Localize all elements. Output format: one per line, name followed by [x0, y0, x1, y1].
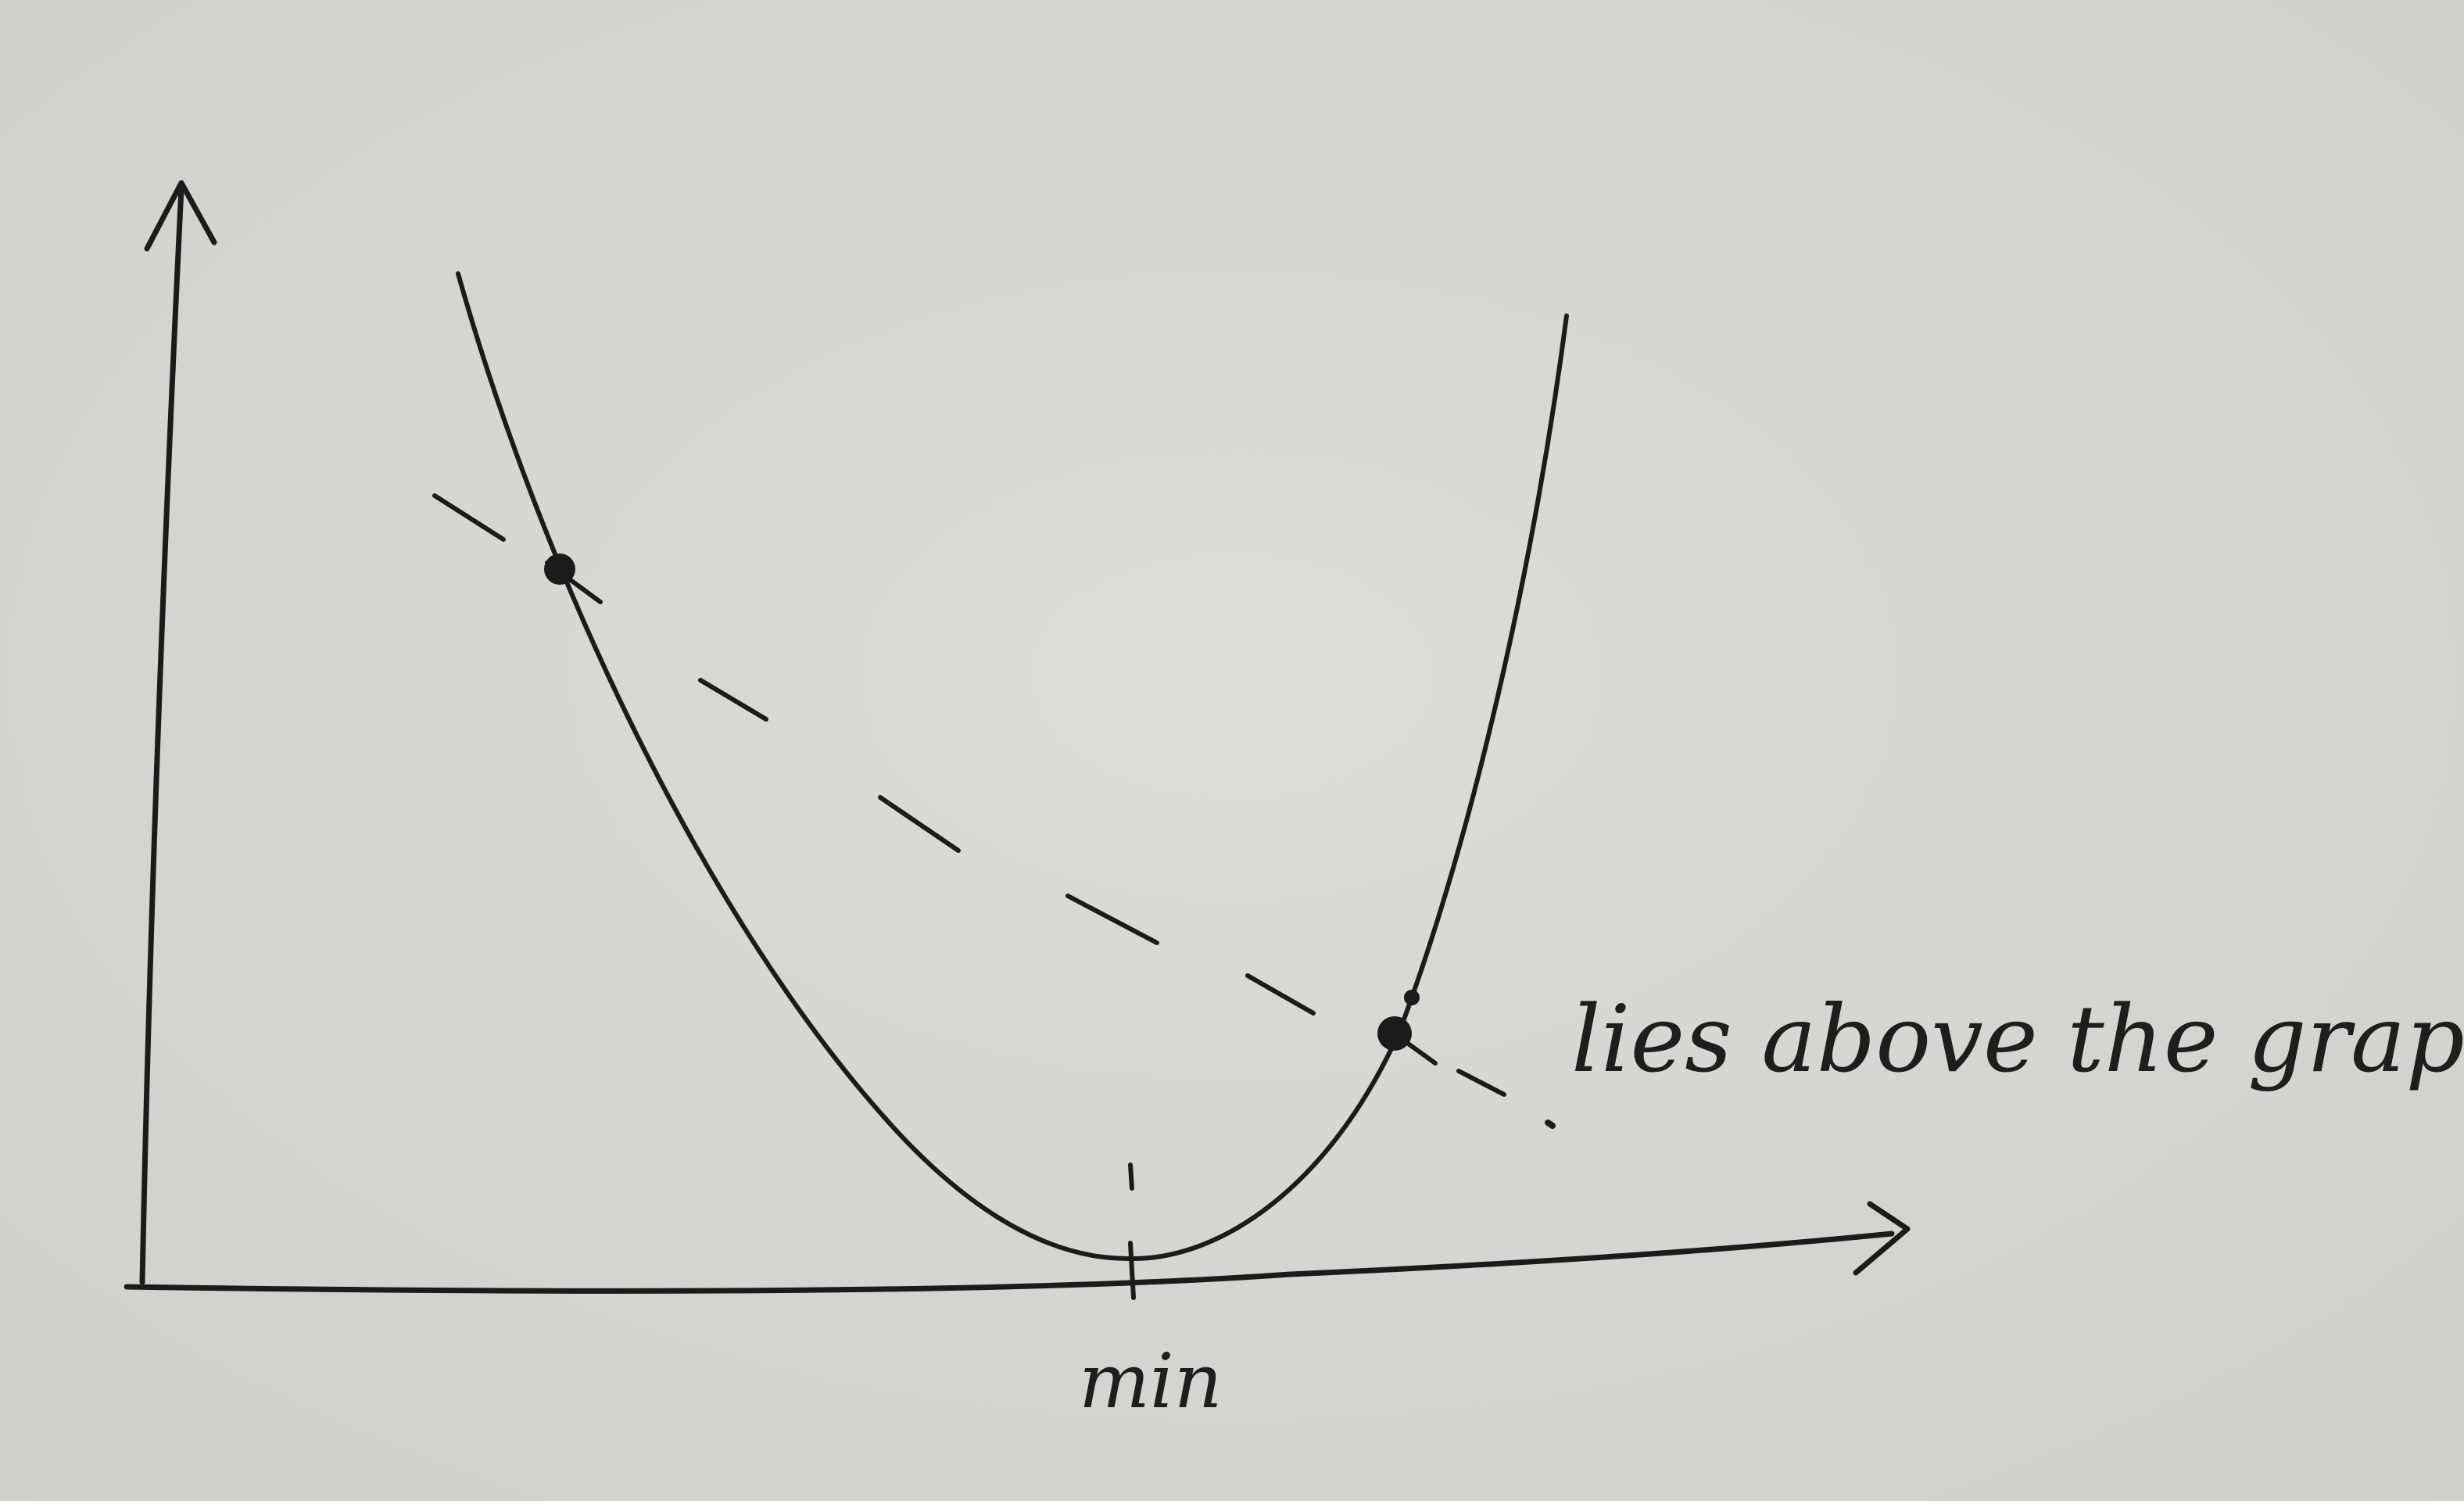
minimum-marker: [1128, 1162, 1136, 1300]
secant-line: [432, 493, 1556, 1129]
x-axis: [124, 1201, 1911, 1294]
min-label: min: [1079, 1338, 1223, 1425]
intersection-point-left: [544, 553, 575, 585]
intersection-point-right: [1377, 990, 1420, 1051]
annotation-text: lies above the graph.: [1571, 985, 2464, 1093]
y-axis-arrowhead: [144, 180, 217, 252]
x-axis-arrowhead: [1853, 1201, 1911, 1276]
y-axis: [139, 180, 217, 1285]
